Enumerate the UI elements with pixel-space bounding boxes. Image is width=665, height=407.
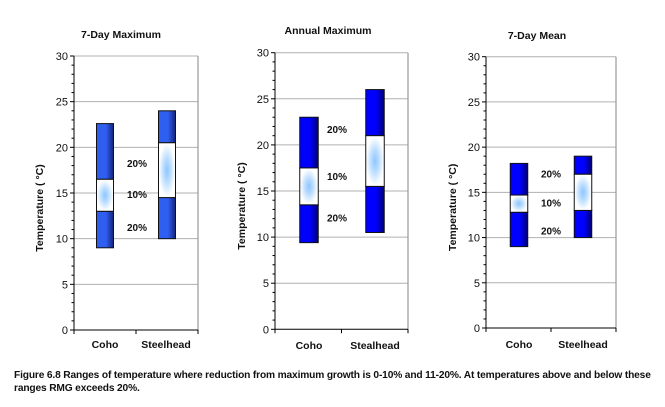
y-tick-label: 10	[257, 232, 269, 244]
y-tick-label: 20	[56, 142, 68, 154]
y-tick-label: 10	[468, 233, 480, 245]
y-tick-label: 25	[56, 97, 68, 109]
range-bar-coho	[299, 116, 319, 244]
rmg-annotation-20pct: 20%	[541, 226, 561, 237]
y-tick-label: 25	[257, 94, 269, 106]
bar-segment-upper-20pct	[299, 116, 319, 169]
range-bar-steelhead	[573, 155, 593, 239]
range-bar-coho	[509, 162, 529, 248]
y-tick-label: 15	[468, 187, 480, 199]
y-tick-label: 25	[468, 97, 480, 109]
bar-segment-upper-20pct	[96, 123, 114, 180]
y-axis-label: Temperature ( °C)	[34, 164, 46, 251]
bar-segment-10pct	[573, 173, 593, 211]
rmg-annotation-20pct: 20%	[327, 214, 347, 225]
y-tick-label: 20	[257, 140, 269, 152]
y-tick-label: 10	[56, 234, 68, 246]
y-tick-label: 30	[56, 51, 68, 63]
bar-segment-10pct	[158, 142, 176, 199]
bar-segment-lower-20pct	[573, 209, 593, 239]
y-axis-label: Temperature ( °C)	[447, 164, 459, 251]
x-category-label: Steelhead	[141, 339, 191, 351]
bar-segment-lower-20pct	[299, 204, 319, 244]
rmg-annotation-10pct: 10%	[127, 190, 147, 201]
x-category-label: Coho	[92, 339, 119, 351]
y-tick-label: 5	[263, 278, 269, 290]
bar-segment-upper-20pct	[573, 155, 593, 175]
range-bar-coho	[96, 123, 114, 249]
bar-segment-upper-20pct	[365, 89, 385, 137]
bar-segment-lower-20pct	[96, 210, 114, 249]
rmg-annotation-20pct: 20%	[541, 169, 561, 180]
chart-panel-1: 0 5 10 15 20 25 30 7-Day Maximum Temperature ( °…	[34, 29, 199, 351]
x-category-label: Steelhead	[558, 339, 608, 351]
y-tick-label: 15	[257, 186, 269, 198]
range-bar-steelhead	[158, 110, 176, 240]
bar-segment-lower-20pct	[365, 185, 385, 233]
rmg-annotation-10pct: 10%	[327, 172, 347, 183]
y-tick-label: 0	[263, 324, 269, 336]
chart-title: Annual Maximum	[285, 25, 372, 37]
chart-panel-3: 0 5 10 15 20 25 30 7-Day Mean Temperature ( °C) C…	[447, 30, 617, 351]
bar-segment-10pct	[509, 194, 529, 213]
rmg-annotation-20pct: 20%	[127, 223, 147, 234]
y-tick-label: 5	[62, 279, 68, 291]
x-category-label: Coho	[506, 339, 533, 351]
bar-segment-lower-20pct	[158, 197, 176, 240]
bar-segment-upper-20pct	[158, 110, 176, 144]
y-tick-label: 15	[56, 188, 68, 200]
bar-segment-10pct	[299, 167, 319, 206]
figure-caption: Figure 6.8 Ranges of temperature where r…	[14, 370, 651, 394]
y-axis-label: Temperature ( °C)	[236, 162, 248, 249]
y-tick-label: 20	[468, 142, 480, 154]
bar-segment-10pct	[96, 178, 114, 212]
y-tick-label: 0	[62, 325, 68, 337]
rmg-annotation-10pct: 10%	[541, 198, 561, 209]
chart-title: 7-Day Mean	[508, 30, 566, 42]
chart-panel-2: 0 5 10 15 20 25 30 Annual Maximum Temperature ( …	[236, 25, 409, 352]
x-category-label: Stealhead	[350, 340, 400, 352]
y-tick-label: 30	[257, 48, 269, 60]
bar-segment-upper-20pct	[509, 162, 529, 196]
y-tick-label: 30	[468, 52, 480, 64]
y-tick-label: 0	[474, 323, 480, 335]
x-category-label: Coho	[296, 340, 323, 352]
rmg-annotation-20pct: 20%	[127, 159, 147, 170]
bar-segment-lower-20pct	[509, 211, 529, 248]
range-bar-stealhead	[365, 89, 385, 233]
y-tick-label: 5	[474, 278, 480, 290]
rmg-annotation-20pct: 20%	[327, 125, 347, 136]
chart-title: 7-Day Maximum	[81, 29, 161, 41]
bar-segment-10pct	[365, 135, 385, 187]
